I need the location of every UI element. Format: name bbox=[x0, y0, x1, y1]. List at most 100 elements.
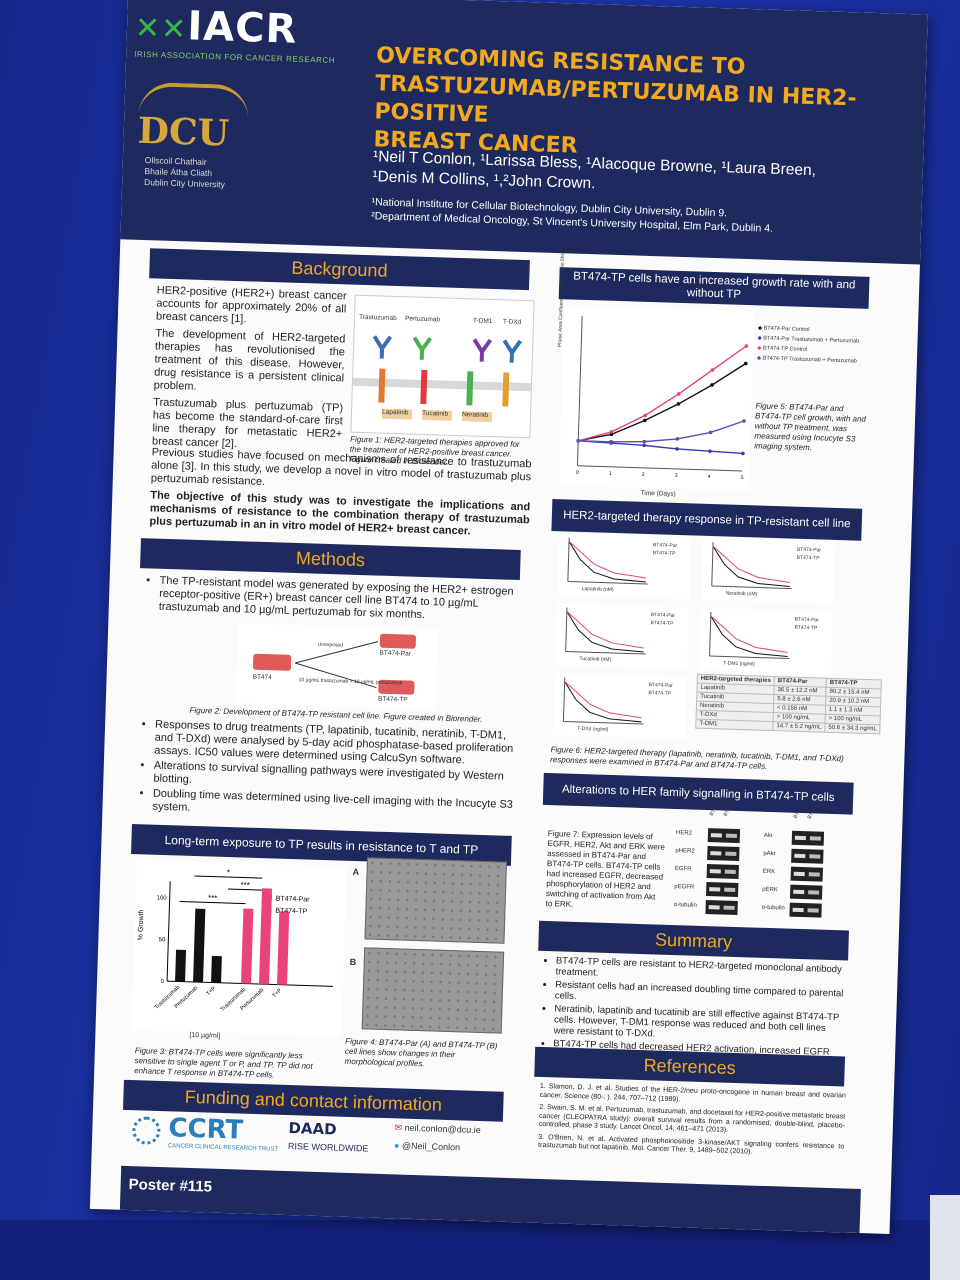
x-tick-label: 2 bbox=[642, 472, 645, 478]
email-link[interactable]: neil.conlon@dcu.ie bbox=[404, 1122, 481, 1136]
background-p3: Trastuzumab plus pertuzumab (TP) has bec… bbox=[151, 396, 344, 451]
bar-bt474-tp-0 bbox=[241, 908, 254, 984]
blot-label: pEGFR bbox=[674, 884, 695, 891]
dose-legend: BT474-TP bbox=[648, 690, 672, 697]
data-point bbox=[643, 418, 647, 423]
dose-x-label: Neratinib (nM) bbox=[725, 590, 758, 598]
dose-legend: BT474-TP bbox=[650, 620, 674, 627]
blot-band bbox=[789, 902, 822, 918]
dose-plot-2: Tucatinib (nM) BT474-Par BT474-TP bbox=[555, 603, 690, 670]
dose-plot-4: T-DXd (ng/ml) BT474-Par BT474-TP bbox=[552, 673, 687, 740]
ccrt-subtitle: CANCER CLINICAL RESEARCH TRUST bbox=[167, 1143, 279, 1153]
figure-4-caption: Figure 4: BT474-Par (A) and BT474-TP (B)… bbox=[344, 1036, 498, 1069]
blot-label: EGFR bbox=[674, 866, 692, 873]
fig1-label-tucatinib: Tucatinib bbox=[421, 409, 449, 418]
adjacent-poster bbox=[930, 1195, 960, 1280]
dose-plot-svg bbox=[565, 607, 646, 655]
significance-label: *** bbox=[208, 893, 218, 902]
data-point bbox=[642, 439, 647, 444]
dose-response-plots: Lapatinib (nM) BT474-Par BT474-TP Neratinib… bbox=[128, 0, 928, 740]
dose-plot-1: Neratinib (nM) BT474-Par BT474-TP bbox=[701, 537, 836, 604]
figure-5-caption: Figure 5: BT474-Par and BT474-TP cell gr… bbox=[754, 401, 867, 453]
growth-heading: BT474-TP cells have an increased growth … bbox=[558, 267, 870, 309]
significance-bracket bbox=[227, 888, 262, 891]
x-tick-label: 1 bbox=[609, 471, 612, 477]
series-line-1 bbox=[578, 440, 743, 455]
panel-b-label: B bbox=[349, 956, 357, 968]
bar-bt474-par-1 bbox=[193, 908, 206, 983]
panel-a-label: A bbox=[352, 866, 360, 878]
y-axis bbox=[565, 607, 568, 652]
fig2-label-tp: BT474-TP bbox=[377, 695, 408, 704]
blot-band bbox=[705, 900, 738, 916]
fig1-label-tdxd: T-DXd bbox=[502, 318, 522, 326]
methods-text-1: The TP-resistant model was generated by … bbox=[147, 574, 522, 627]
blot-label: ERK bbox=[762, 868, 776, 876]
y-axis bbox=[576, 315, 583, 466]
growth-legend: ◆ BT474-Par Control ◆ BT474-Par Trastuzum… bbox=[757, 325, 868, 368]
blot-label: pAkt bbox=[763, 850, 776, 858]
blot-label: α-tubulin bbox=[673, 902, 697, 909]
dose-plot-svg bbox=[562, 677, 644, 725]
fig1-label-lapatinib: Lapatinib bbox=[381, 408, 409, 417]
data-point bbox=[708, 449, 712, 453]
x-axis bbox=[563, 720, 644, 725]
y-axis bbox=[166, 881, 171, 982]
figure-1-diagram: Trastuzumab Pertuzumab T-DM1 T-DXd Lapat… bbox=[350, 294, 535, 439]
blot-label: Akt bbox=[763, 832, 773, 840]
methods-text-2: Responses to drug treatments (TP, lapati… bbox=[140, 718, 517, 827]
blot-band bbox=[789, 884, 823, 900]
data-point bbox=[675, 437, 680, 441]
par-curve bbox=[712, 545, 790, 588]
tp-curve bbox=[712, 545, 790, 584]
reference-2: 2. Swain, S. M. et al. Pertuzumab, trast… bbox=[538, 1103, 846, 1134]
poster-number: Poster #115 bbox=[128, 1176, 213, 1196]
dose-legend: BT474-Par bbox=[796, 546, 822, 554]
iacr-logo: ✕✕IACR bbox=[134, 3, 299, 53]
bar-bt474-tp-2 bbox=[277, 911, 290, 985]
ic50-cell: 50.6 ± 34.3 ng/mL bbox=[824, 723, 881, 734]
micrograph-a bbox=[364, 857, 507, 944]
data-point bbox=[576, 438, 581, 443]
y-axis bbox=[562, 677, 566, 722]
data-point bbox=[675, 447, 679, 451]
legend-label: BT474-TP bbox=[275, 908, 307, 916]
tp-curve bbox=[564, 681, 642, 719]
series-line-0 bbox=[578, 362, 747, 442]
dose-legend: BT474-TP bbox=[652, 550, 676, 557]
x-axis bbox=[565, 651, 646, 655]
blot-band bbox=[706, 864, 739, 880]
category-label: T+P bbox=[272, 988, 284, 1000]
data-point bbox=[708, 430, 713, 435]
blot-band bbox=[791, 830, 825, 846]
data-point bbox=[741, 451, 745, 456]
figure-3-chart: 0 50 100% Growth Trastuzumab Pertuzumab T+P BT… bbox=[131, 860, 347, 1037]
blot-band bbox=[790, 866, 823, 882]
dose-plot-3: T-DM1 [ng/ml] BT474-Par BT474-TP bbox=[699, 607, 833, 674]
blot-label: pHER2 bbox=[675, 848, 695, 855]
blot-label: α-tubulin bbox=[761, 904, 785, 912]
ccrt-icon bbox=[131, 1116, 161, 1146]
legend-entry: ◆ BT474-Par Trastuzumab + Pertuzumab bbox=[757, 335, 860, 345]
dose-plot-svg bbox=[711, 542, 792, 590]
contact-email: ✉ neil.conlon@dcu.ie bbox=[394, 1122, 481, 1136]
background-text-wide: Previous studies have focused on mechani… bbox=[149, 446, 531, 544]
fig2-label-bt474: BT474 bbox=[252, 673, 272, 682]
data-point bbox=[742, 419, 746, 423]
dcu-subtitle: Ollscoil Chathair Bhaile Átha Cliath Dub… bbox=[143, 155, 226, 190]
background-p1: HER2-positive (HER2+) breast cancer acco… bbox=[155, 284, 347, 326]
series-line-2 bbox=[578, 345, 747, 442]
dose-plot-svg bbox=[567, 537, 648, 585]
x-tick-label: 0 bbox=[576, 470, 579, 476]
twitter-link[interactable]: @Neil_Conlon bbox=[401, 1140, 461, 1153]
blot-band bbox=[707, 828, 741, 844]
dose-legend: BT474-Par bbox=[648, 682, 673, 689]
fig1-label-pertuzumab: Pertuzumab bbox=[404, 315, 441, 324]
dose-x-label: Lapatinib (nM) bbox=[581, 585, 614, 593]
dose-x-label: T-DM1 [ng/ml] bbox=[723, 660, 755, 668]
dose-legend: BT474-Par bbox=[652, 542, 678, 549]
dose-legend: BT474-TP bbox=[796, 554, 820, 562]
legend-entry: ◆ BT474-TP Trastuzumab + Pertuzumab bbox=[756, 355, 857, 365]
bar-bt474-par-2 bbox=[211, 955, 222, 983]
y-tick-label: 0 bbox=[161, 979, 165, 985]
